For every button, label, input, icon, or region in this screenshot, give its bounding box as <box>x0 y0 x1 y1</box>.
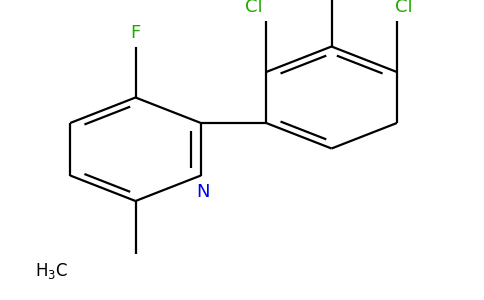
Text: F: F <box>130 24 141 42</box>
Text: Cl: Cl <box>245 0 263 16</box>
Text: H$_3$C: H$_3$C <box>34 261 68 281</box>
Text: N: N <box>197 183 210 201</box>
Text: Cl: Cl <box>395 0 413 16</box>
